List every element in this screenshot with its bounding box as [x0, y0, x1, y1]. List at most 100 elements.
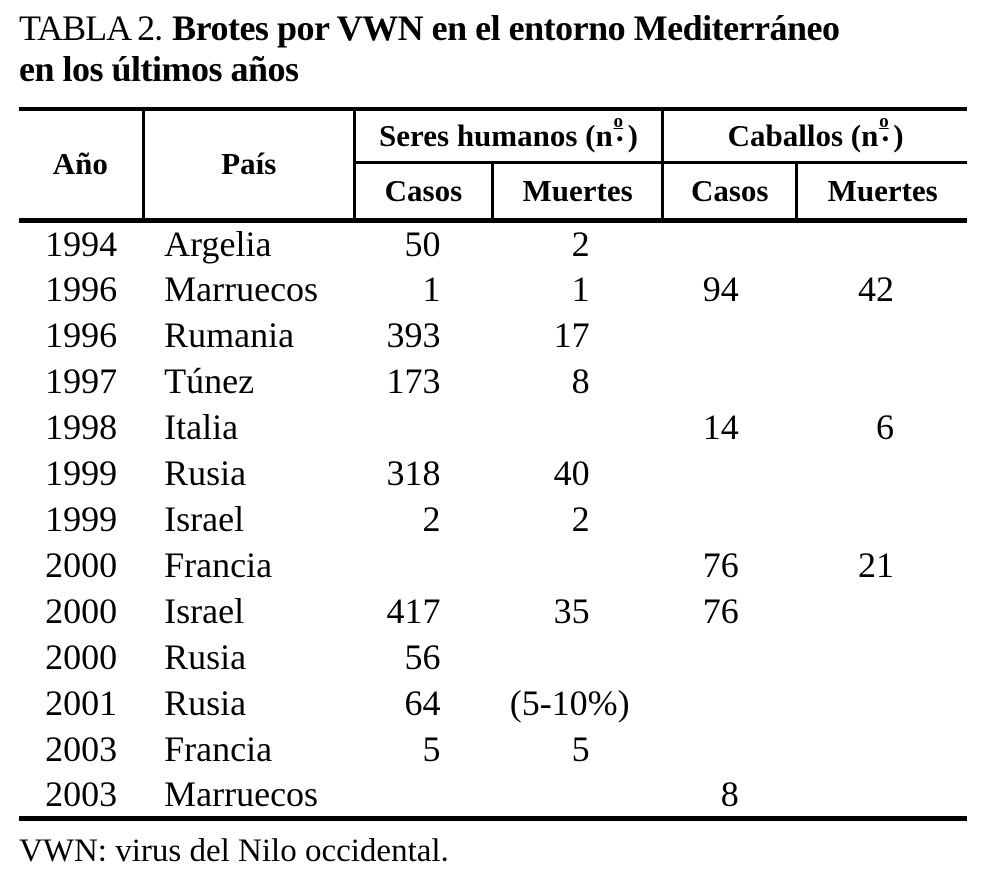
- table-header: Año País Seres humanos (n o.) Caballos (n…: [19, 109, 967, 223]
- cell-horse-cases: [663, 358, 797, 404]
- cell-human-cases: 5: [422, 729, 441, 769]
- cell-human-deaths: 1: [571, 269, 590, 309]
- table-row: 2000 Francia 76 21: [19, 542, 967, 588]
- cell-horse-cases: 76: [702, 545, 739, 585]
- cell-country: Rusia: [164, 453, 247, 493]
- cell-year: 1994: [45, 224, 118, 265]
- humans-group-label: Seres humanos (n o.): [379, 111, 638, 153]
- cell-country: Túnez: [164, 361, 255, 401]
- cell-horse-deaths: [797, 634, 967, 680]
- cell-human-cases: 2: [422, 499, 441, 539]
- column-group-horses: Caballos (n o.): [662, 109, 967, 164]
- column-header-country: País: [143, 109, 356, 223]
- cell-year: 2000: [45, 545, 118, 585]
- table-title-line1: Brotes por VWN en el entorno Mediterráne…: [172, 8, 840, 48]
- cell-human-deaths: [492, 404, 662, 450]
- cell-horse-cases: 76: [702, 591, 739, 631]
- cell-country: Francia: [164, 729, 273, 769]
- cell-year: 1996: [45, 269, 118, 309]
- cell-country: Marruecos: [164, 773, 319, 814]
- cell-horse-cases: [663, 726, 797, 772]
- cell-horse-cases: [663, 680, 797, 726]
- cell-human-deaths: [492, 542, 662, 588]
- cell-country: Argelia: [164, 224, 272, 265]
- horses-group-label: Caballos (n o.): [727, 111, 904, 153]
- table-row: 1994 Argelia 50 2: [19, 220, 967, 266]
- header-sub-row: Casos Muertes Casos Muertes: [19, 162, 967, 223]
- cell-horse-deaths: [797, 588, 967, 634]
- table-row: 1996 Marruecos 1 1 94 42: [19, 266, 967, 312]
- cell-horse-cases: [663, 450, 797, 496]
- cell-year: 2001: [45, 683, 118, 723]
- cell-human-cases: 417: [386, 591, 441, 631]
- cell-year: 1998: [45, 407, 118, 447]
- cell-horse-deaths: [797, 358, 967, 404]
- cell-year: 2000: [45, 637, 118, 677]
- cell-horse-deaths: 21: [858, 545, 894, 585]
- cell-horse-deaths: [797, 450, 967, 496]
- cell-horse-cases: [663, 634, 797, 680]
- table-row: 2003 Marruecos 8: [19, 772, 967, 818]
- cell-country: Rusia: [164, 637, 247, 677]
- column-header-year: Año: [19, 109, 145, 223]
- cell-year: 2000: [45, 591, 118, 631]
- cell-horse-deaths: [797, 220, 967, 266]
- cell-horse-cases: 14: [702, 407, 739, 447]
- cell-year: 1997: [45, 361, 118, 401]
- cell-human-deaths: [492, 772, 662, 818]
- table-row: 2000 Israel 417 35 76: [19, 588, 967, 634]
- column-header-horse-cases: Casos: [662, 162, 799, 223]
- column-group-humans: Seres humanos (n o.): [354, 109, 665, 164]
- document-page: TABLA 2. Brotes por VWN en el entorno Med…: [0, 8, 983, 891]
- cell-human-cases: 318: [386, 453, 441, 493]
- cell-horse-cases: [663, 312, 797, 358]
- column-header-human-cases: Casos: [354, 162, 494, 223]
- cell-horse-cases: 8: [720, 773, 739, 814]
- cell-horse-deaths: [797, 312, 967, 358]
- ordinal-indicator: o.: [613, 111, 624, 149]
- table-row: 2003 Francia 5 5: [19, 726, 967, 772]
- cell-human-cases: 64: [404, 683, 441, 723]
- table-body: 1994 Argelia 50 2 1996 Marruecos 1 1 94 …: [19, 220, 967, 818]
- cell-human-deaths: 2: [571, 224, 590, 265]
- cell-human-cases: [354, 404, 492, 450]
- cell-human-cases: [354, 772, 492, 818]
- cell-year: 2003: [45, 729, 118, 769]
- table-number-label: TABLA 2.: [19, 8, 163, 48]
- cell-country: Israel: [164, 499, 245, 539]
- column-header-horse-deaths: Muertes: [796, 162, 967, 223]
- cell-human-cases: 1: [422, 269, 441, 309]
- cell-human-cases: 173: [386, 361, 441, 401]
- cell-horse-deaths: [797, 772, 967, 818]
- cell-country: Marruecos: [164, 269, 319, 309]
- table-caption: TABLA 2. Brotes por VWN en el entorno Med…: [19, 8, 983, 90]
- cell-year: 1999: [45, 453, 118, 493]
- cell-horse-cases: [663, 220, 797, 266]
- cell-horse-cases: [663, 496, 797, 542]
- cell-human-cases: [354, 542, 492, 588]
- cell-year: 1996: [45, 315, 118, 355]
- cell-country: Israel: [164, 591, 245, 631]
- cell-country: Rusia: [164, 683, 247, 723]
- table-title-line2: en los últimos años: [19, 49, 299, 89]
- table-row: 2001 Rusia 64 (5-10%): [19, 680, 967, 726]
- cell-country: Rumania: [164, 315, 295, 355]
- table-row: 1999 Rusia 318 40: [19, 450, 967, 496]
- table-row: 1998 Italia 14 6: [19, 404, 967, 450]
- cell-horse-deaths: 6: [876, 407, 894, 447]
- cell-human-cases: 56: [404, 637, 441, 677]
- cell-horse-deaths: [797, 680, 967, 726]
- cell-human-deaths: 5: [571, 729, 590, 769]
- table-row: 1999 Israel 2 2: [19, 496, 967, 542]
- cell-human-deaths: [492, 634, 662, 680]
- cell-horse-deaths: [797, 726, 967, 772]
- cell-human-deaths: 2: [571, 499, 590, 539]
- cell-human-deaths: 8: [571, 361, 590, 401]
- table-row: 1996 Rumania 393 17: [19, 312, 967, 358]
- cell-human-deaths: 35: [553, 591, 590, 631]
- ordinal-indicator: o.: [879, 111, 890, 149]
- table-row: 1997 Túnez 173 8: [19, 358, 967, 404]
- cell-horse-deaths: [797, 496, 967, 542]
- table-caption-line1: TABLA 2. Brotes por VWN en el entorno Med…: [19, 8, 983, 49]
- cell-horse-cases: 94: [702, 269, 739, 309]
